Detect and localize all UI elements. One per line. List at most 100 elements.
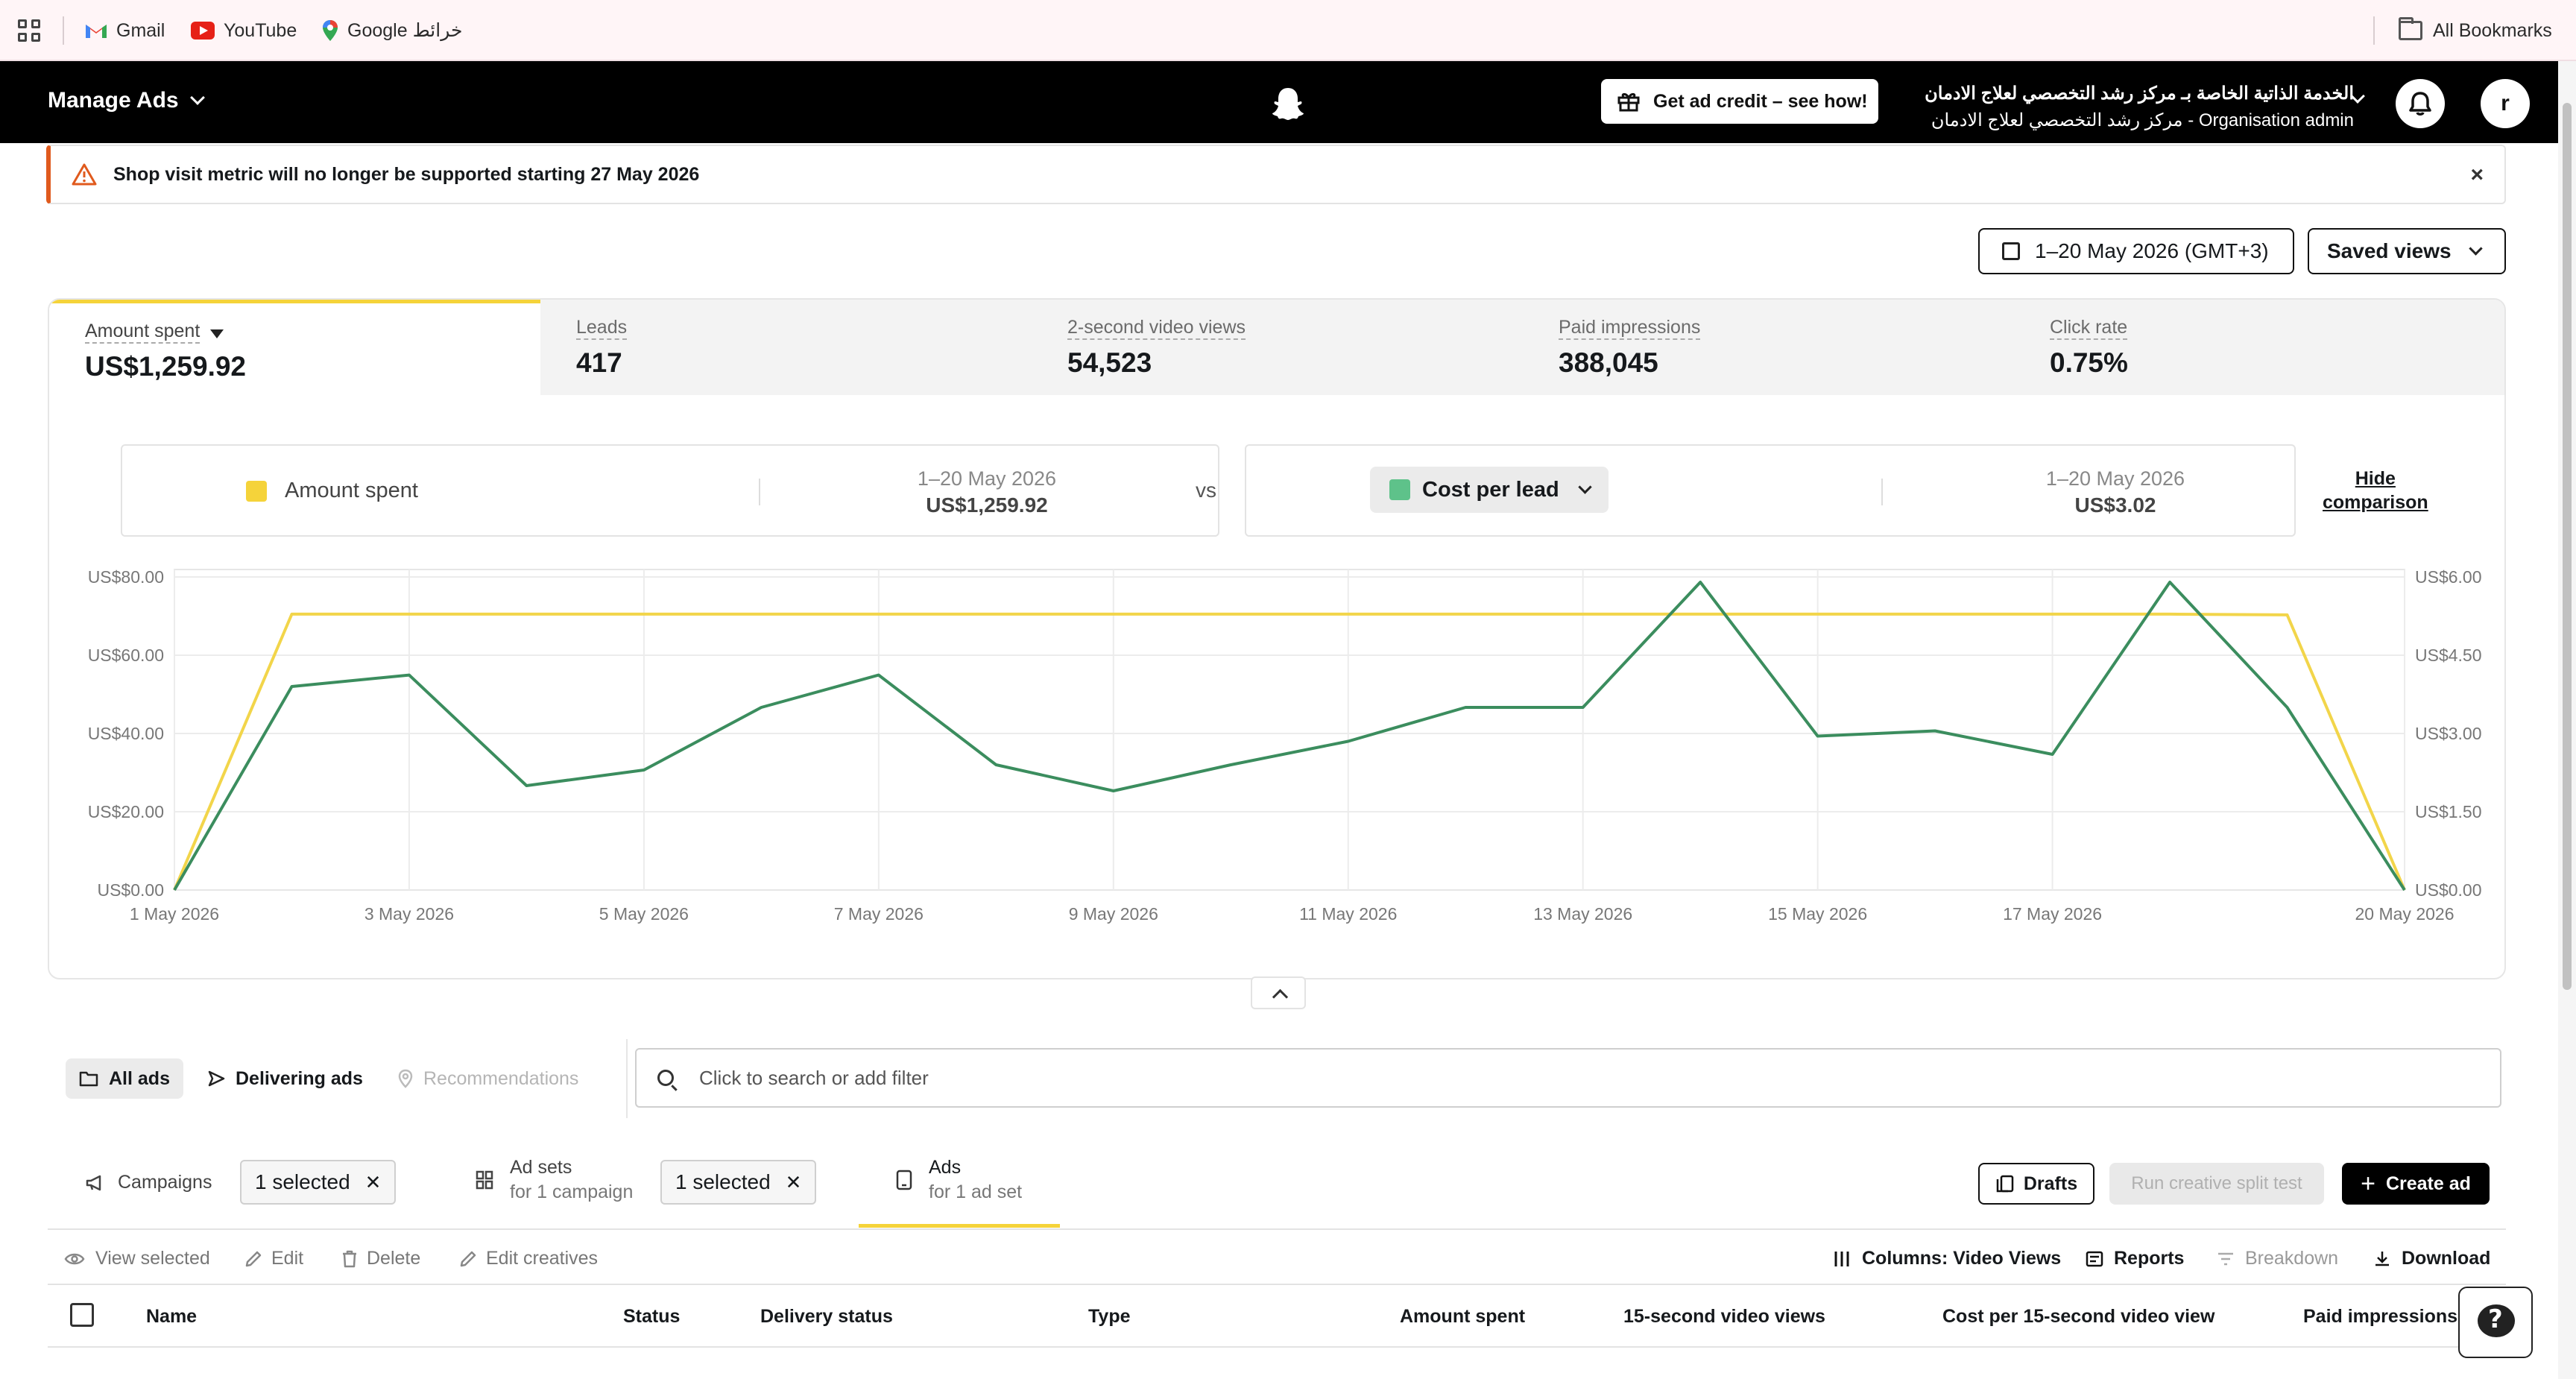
primary-metric-summary: Amount spent 1–20 May 2026 US$1,259.92 [121,444,1219,537]
metric-tab-video-views[interactable]: 2-second video views 54,523 [1032,300,1523,395]
snapchat-ghost-icon[interactable] [1272,86,1304,121]
bookmark-gmail[interactable]: Gmail [85,16,165,45]
reports-label: Reports [2114,1248,2185,1269]
tab-ads[interactable]: Ads for 1 ad set [896,1157,1022,1203]
close-icon[interactable]: ✕ [785,1170,802,1193]
manage-ads-label: Manage Ads [48,88,179,113]
user-avatar[interactable]: r [2481,79,2530,128]
bookmarks-separator [63,16,64,45]
select-all-checkbox[interactable] [70,1303,94,1327]
metric-tab-leads[interactable]: Leads 417 [540,300,1032,395]
delete-label: Delete [367,1248,421,1269]
breakdown-label: Breakdown [2245,1248,2339,1269]
edit-button[interactable]: Edit [244,1248,303,1269]
organisation-account-name: الخدمة الذاتية الخاصة بـ مركز رشد التخصص… [1925,83,2354,104]
campaigns-selection-chip[interactable]: 1 selected ✕ [240,1160,397,1205]
split-test-button[interactable]: Run creative split test [2109,1163,2324,1205]
metric-label: 2-second video views [1067,316,1246,340]
ad-sets-selection-chip[interactable]: 1 selected ✕ [660,1160,817,1205]
bookmark-youtube[interactable]: YouTube [191,16,297,45]
metric-label: Leads [576,316,628,340]
legend-swatch [1389,479,1410,500]
manage-ads-menu[interactable]: Manage Ads [48,88,205,113]
comparison-metric-dropdown[interactable]: Cost per lead [1370,467,1609,513]
divider [759,479,760,505]
bookmarks-separator [2373,16,2375,45]
create-ad-label: Create ad [2385,1173,2471,1194]
metric-label: Click rate [2050,316,2128,340]
drafts-icon [1996,1175,2014,1193]
vs-label: vs [1196,479,1216,502]
legend-swatch [246,480,267,502]
caret-down-icon[interactable] [210,329,224,338]
delivering-ads-filter[interactable]: Delivering ads [194,1058,376,1099]
close-icon[interactable]: ✕ [364,1170,382,1193]
series-line-cost-per-lead [173,581,2406,892]
close-icon[interactable]: × [2470,162,2484,187]
tab-campaigns[interactable]: Campaigns [85,1172,212,1193]
column-header-delivery-status[interactable]: Delivery status [760,1306,893,1327]
x-tick-label: 17 May 2026 [2003,904,2102,924]
tab-ad-sets[interactable]: Ad sets for 1 campaign [476,1157,633,1203]
hide-comparison-link[interactable]: Hide comparison [2323,467,2428,514]
recommendations-filter[interactable]: Recommendations [385,1058,592,1099]
reports-button[interactable]: Reports [2086,1248,2184,1269]
line-chart[interactable]: US$0.00 US$0.00 US$20.00 US$1.50 US$40.00 US$… [49,538,2506,979]
all-ads-filter[interactable]: All ads [66,1058,183,1099]
location-pin-icon [398,1069,413,1088]
x-tick-label: 7 May 2026 [834,904,924,924]
tab-ad-sets-sublabel: for 1 campaign [510,1181,634,1202]
trash-icon [343,1250,356,1267]
chevron-down-icon [189,90,205,105]
delete-button[interactable]: Delete [341,1248,420,1269]
page-scrollbar[interactable] [2558,61,2576,1379]
ad-credit-button[interactable]: Get ad credit – see how! [1601,79,1878,124]
column-header-15-second-views[interactable]: 15-second video views [1623,1306,1825,1327]
column-header-name[interactable]: Name [146,1306,198,1327]
edit-label: Edit [271,1248,304,1269]
view-selected-button[interactable]: View selected [64,1248,210,1269]
column-header-amount-spent[interactable]: Amount spent [1400,1306,1526,1327]
table-header: Name Status Delivery status Type Amount … [48,1285,2506,1348]
x-tick-label: 3 May 2026 [364,904,454,924]
download-button[interactable]: Download [2373,1248,2490,1269]
edit-creatives-button[interactable]: Edit creatives [459,1248,598,1269]
tab-ads-sublabel: for 1 ad set [929,1181,1023,1202]
x-tick-label: 11 May 2026 [1299,904,1397,924]
metric-tabs: Amount spent US$1,259.92 Leads 417 2-sec… [49,300,2504,395]
all-bookmarks[interactable]: All Bookmarks [2399,16,2552,45]
column-header-cost-per-15-second-view[interactable]: Cost per 15-second video view [1942,1306,2215,1327]
metric-tab-paid-impressions[interactable]: Paid impressions 388,045 [1523,300,2014,395]
y-right-tick-label: US$3.00 [2415,724,2482,743]
folder-icon [2399,17,2422,40]
columns-button[interactable]: Columns: Video Views [1834,1248,2061,1269]
column-header-type[interactable]: Type [1088,1306,1131,1327]
create-ad-button[interactable]: + Create ad [2342,1163,2490,1205]
organisation-switcher[interactable]: الخدمة الذاتية الخاصة بـ مركز رشد التخصص… [1925,81,2354,134]
metric-label: Paid impressions [1559,316,1701,340]
calendar-icon [2002,242,2020,260]
metric-tab-click-rate[interactable]: Click rate 0.75% [2014,300,2504,395]
delivering-ads-label: Delivering ads [236,1067,363,1089]
collapse-chart-button[interactable] [1251,976,1306,1009]
search-filter-input[interactable]: Click to search or add filter [635,1048,2501,1108]
drafts-button[interactable]: Drafts [1978,1163,2094,1205]
ad-credit-label: Get ad credit – see how! [1653,90,1868,112]
youtube-icon [191,22,215,40]
notifications-button[interactable] [2396,79,2445,128]
bookmark-google-maps[interactable]: Google خرائط [322,16,462,45]
send-icon [208,1070,225,1087]
column-header-paid-impressions[interactable]: Paid impressions [2303,1306,2458,1327]
saved-views-dropdown[interactable]: Saved views [2308,228,2506,274]
chevron-down-icon [2468,241,2483,256]
apps-grid-icon[interactable] [18,19,40,42]
top-navigation: Manage Ads Get ad credit – see how! الخد… [0,61,2576,143]
breakdown-button[interactable]: Breakdown [2217,1248,2338,1269]
column-header-status[interactable]: Status [623,1306,681,1327]
scrollbar-thumb[interactable] [2563,103,2572,990]
metric-tab-amount-spent[interactable]: Amount spent US$1,259.92 [49,300,540,395]
date-range-picker[interactable]: 1–20 May 2026 (GMT+3) [1978,228,2294,274]
help-chat-button[interactable] [2458,1287,2533,1358]
hide-comparison-line2: comparison [2323,492,2428,513]
